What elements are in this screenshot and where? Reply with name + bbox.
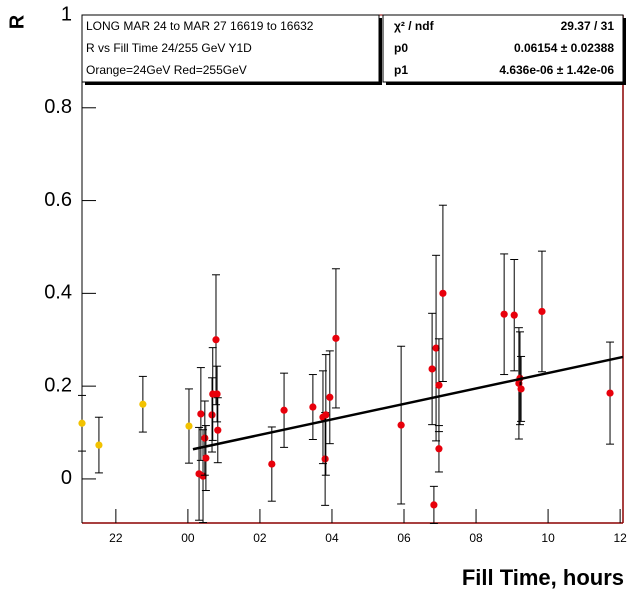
- data-point: [439, 289, 447, 297]
- x-tick-label: 12: [613, 531, 627, 545]
- y-tick-label: 0.8: [44, 96, 72, 118]
- y-tick-label: 0.4: [44, 282, 72, 304]
- data-point: [397, 421, 405, 429]
- data-point: [517, 385, 525, 393]
- data-point: [214, 426, 222, 434]
- stat-label: p1: [394, 63, 408, 77]
- x-tick-label: 04: [325, 531, 339, 545]
- x-tick-label: 02: [253, 531, 267, 545]
- data-point: [201, 434, 209, 442]
- data-point: [197, 410, 205, 418]
- data-point: [280, 406, 288, 414]
- x-tick-label: 06: [397, 531, 411, 545]
- annotation: LONG MAR 24 to MAR 27 16619 to 16632: [86, 19, 314, 33]
- data-point: [309, 403, 317, 411]
- data-point: [500, 310, 508, 318]
- box-frame: [382, 14, 624, 83]
- data-point: [435, 381, 443, 389]
- x-tick-label: 10: [541, 531, 555, 545]
- data-point: [332, 334, 340, 342]
- data-point: [322, 411, 330, 419]
- y-axis-title: R: [6, 14, 28, 29]
- data-point: [428, 365, 436, 373]
- info-box: LONG MAR 24 to MAR 27 16619 to 16632 R vs…: [81, 14, 382, 85]
- data-point: [510, 311, 518, 319]
- x-tick-label: 00: [181, 531, 195, 545]
- data-point: [212, 336, 220, 344]
- y-tick-label: 0: [61, 467, 72, 489]
- stat-value: 29.37 / 31: [561, 19, 615, 33]
- data-point: [606, 389, 614, 397]
- annotation: R vs Fill Time 24/255 GeV Y1D: [86, 41, 252, 55]
- stats-box: χ² / ndf 29.37 / 31 p0 0.06154 ± 0.02388 p1 4…: [382, 14, 626, 85]
- data-point: [208, 411, 216, 419]
- data-point: [202, 454, 210, 462]
- x-tick-label: 08: [469, 531, 483, 545]
- y-tick-label: 0.2: [44, 374, 72, 396]
- y-tick-label: 0.6: [44, 189, 72, 211]
- data-point: [326, 393, 334, 401]
- data-point: [432, 344, 440, 352]
- data-point: [185, 422, 193, 430]
- annotation: Orange=24GeV Red=255GeV: [86, 63, 247, 77]
- stat-value: 0.06154 ± 0.02388: [514, 41, 614, 55]
- data-point: [538, 307, 546, 316]
- fit-line: [192, 355, 624, 451]
- stat-value: 4.636e-06 ± 1.42e-06: [499, 63, 614, 77]
- y-tick-label: 1: [61, 3, 72, 25]
- box-frame: [81, 14, 380, 83]
- data-point: [321, 455, 329, 463]
- data-point: [139, 400, 147, 408]
- data-point: [78, 419, 86, 427]
- data-point: [213, 390, 221, 398]
- x-tick-label: 22: [109, 531, 123, 545]
- x-axis-title: Fill Time, hours: [462, 565, 624, 590]
- data-point: [435, 445, 443, 453]
- data-point: [95, 441, 103, 449]
- stat-label: p0: [394, 41, 408, 55]
- data-point: [430, 501, 438, 509]
- data-point: [268, 460, 276, 468]
- stat-label: χ² / ndf: [394, 19, 435, 33]
